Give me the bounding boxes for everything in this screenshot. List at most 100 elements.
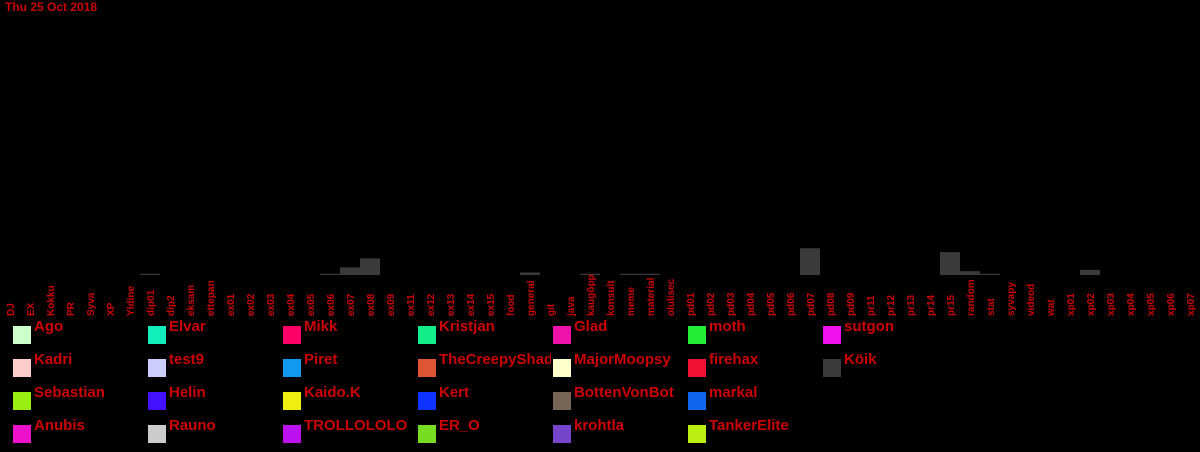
category-label: java xyxy=(566,296,577,317)
legend-item: krohtla xyxy=(553,417,686,443)
category-label: pd07 xyxy=(806,292,817,316)
legend-swatch xyxy=(148,425,166,443)
legend-swatch xyxy=(823,359,841,377)
category-label: ex03 xyxy=(266,293,277,316)
category-label: pd05 xyxy=(766,292,777,316)
legend-item: TankerElite xyxy=(688,417,821,443)
bar-random xyxy=(960,271,980,275)
legend-label: Elvar xyxy=(169,318,206,335)
legend-label: Kaido.K xyxy=(304,384,361,401)
legend-swatch xyxy=(418,425,436,443)
category-label: food xyxy=(506,294,517,316)
legend-swatch xyxy=(418,392,436,410)
legend-item: markal xyxy=(688,384,821,410)
legend-item: Kristjan xyxy=(418,318,551,344)
bar-chart: DJ EX Kokku PR Syva XP Yldine dip01 dip2 eksam ett… xyxy=(6,248,1197,317)
bar-dip01 xyxy=(140,273,160,275)
category-label: general xyxy=(526,280,537,316)
legend-item: Anubis xyxy=(13,417,146,443)
legend-swatch xyxy=(688,359,706,377)
legend-item: moth xyxy=(688,318,821,344)
category-label: videod xyxy=(1026,284,1037,316)
legend-label: test9 xyxy=(169,351,205,368)
category-label: ex04 xyxy=(286,293,297,316)
legend-label: BottenVonBot xyxy=(574,384,674,401)
bar-ex08 xyxy=(360,258,380,275)
legend-swatch xyxy=(148,359,166,377)
legend-swatch xyxy=(13,392,31,410)
category-label: ex05 xyxy=(306,293,317,316)
category-label: pr11 xyxy=(866,295,877,316)
category-label: xp04 xyxy=(1126,293,1137,316)
category-label: pr15 xyxy=(946,294,957,316)
legend-swatch xyxy=(553,425,571,443)
category-label: ex09 xyxy=(386,293,397,316)
legend-item: MajorMoopsy xyxy=(553,351,686,377)
category-label: xp06 xyxy=(1166,293,1177,316)
legend-label: MajorMoopsy xyxy=(574,351,671,368)
legend-label: TROLLOLOLO xyxy=(304,417,408,434)
category-label: ettepan xyxy=(206,280,217,316)
category-label: xp03 xyxy=(1106,293,1117,316)
bars-layer xyxy=(140,248,1100,275)
legend-label: Kert xyxy=(439,384,470,401)
category-label: xp05 xyxy=(1146,293,1157,316)
bar-general xyxy=(520,272,540,275)
legend-swatch xyxy=(13,359,31,377)
category-label: material xyxy=(646,277,657,316)
category-label: EX xyxy=(26,302,37,316)
legend-item: TheCreepyShadow xyxy=(418,351,551,377)
category-label: pd06 xyxy=(786,292,797,316)
category-label: PR xyxy=(66,301,77,316)
legend-item: firehax xyxy=(688,351,821,377)
legend-item: Kadri xyxy=(13,351,146,377)
legend-swatch xyxy=(13,326,31,344)
legend-label: TheCreepyShadow xyxy=(439,351,551,368)
category-label: syvapy xyxy=(1006,282,1017,316)
category-label: git xyxy=(546,303,557,316)
bar-kaugõpp xyxy=(580,273,600,275)
legend-label: firehax xyxy=(709,351,759,368)
legend-swatch xyxy=(553,392,571,410)
legend-label: Mikk xyxy=(304,318,338,335)
bar-xp02 xyxy=(1080,269,1100,275)
category-label: meme xyxy=(626,287,637,316)
legend-item: Kaido.K xyxy=(283,384,416,410)
legend-swatch xyxy=(688,425,706,443)
legend-label: Anubis xyxy=(34,417,85,434)
legend-label: markal xyxy=(709,384,758,401)
category-label: pd03 xyxy=(726,292,737,316)
category-label: pd04 xyxy=(746,292,757,316)
legend-label: Piret xyxy=(304,351,338,368)
legend-item: Elvar xyxy=(148,318,281,344)
legend-label: krohtla xyxy=(574,417,625,434)
category-label: wat xyxy=(1046,299,1057,317)
category-label: Syva xyxy=(86,292,97,316)
legend-label: Helin xyxy=(169,384,206,401)
legend-swatch xyxy=(283,359,301,377)
category-label: DJ xyxy=(6,303,17,316)
category-label: ex07 xyxy=(346,293,357,316)
category-label: ex15 xyxy=(486,293,497,316)
category-label: eksam xyxy=(186,285,197,316)
bar-pd07 xyxy=(800,248,820,275)
category-label: kaugõpp xyxy=(586,274,597,316)
category-label: ex11 xyxy=(406,294,417,316)
bar-meme xyxy=(620,273,640,275)
category-label: dip01 xyxy=(146,289,157,316)
legend-item: Mikk xyxy=(283,318,416,344)
legend-item: TROLLOLOLO xyxy=(283,417,416,443)
category-label: Yldine xyxy=(126,286,137,316)
category-label: xp02 xyxy=(1086,293,1097,316)
bar-ex06 xyxy=(320,273,340,275)
legend-label: Ago xyxy=(34,318,64,335)
category-label: random xyxy=(966,279,977,316)
legend-swatch xyxy=(13,425,31,443)
category-label: xp01 xyxy=(1066,293,1077,316)
legend-item: test9 xyxy=(148,351,281,377)
legend-item: Helin xyxy=(148,384,281,410)
legend-label: sutgon xyxy=(844,318,894,335)
legend-item: Sebastian xyxy=(13,384,146,410)
legend-swatch xyxy=(148,392,166,410)
bar-pr15 xyxy=(940,252,960,275)
